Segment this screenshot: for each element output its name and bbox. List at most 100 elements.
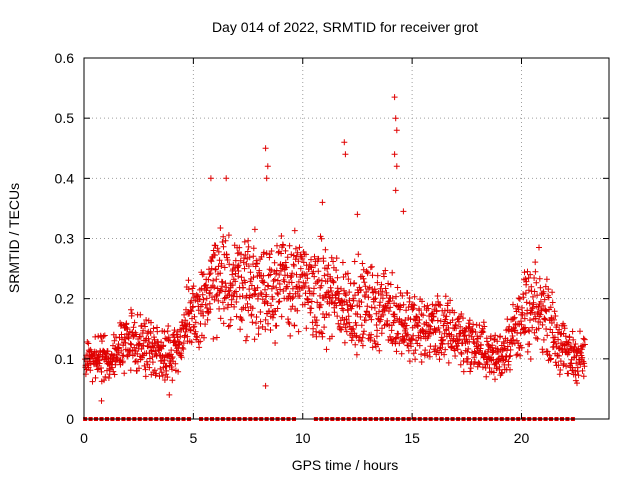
- data-point: [147, 330, 154, 337]
- data-point: [404, 290, 411, 297]
- data-point: [452, 353, 459, 359]
- data-point: [518, 344, 525, 351]
- data-point: [92, 333, 99, 340]
- data-point: [358, 299, 365, 306]
- data-point: [388, 327, 395, 334]
- data-point: [527, 271, 534, 278]
- data-point: [225, 232, 232, 239]
- data-point: [536, 275, 543, 282]
- data-point: [364, 303, 371, 310]
- data-point: [282, 259, 289, 266]
- data-point: [457, 361, 464, 368]
- data-point: [324, 265, 331, 272]
- data-point: [282, 247, 289, 254]
- data-point: [507, 352, 514, 359]
- data-point: [359, 342, 366, 349]
- data-point: [296, 244, 303, 251]
- data-point: [190, 303, 197, 310]
- data-point: [400, 301, 407, 308]
- data-point: [245, 237, 252, 244]
- data-point: [410, 350, 417, 357]
- data-point: [484, 361, 491, 368]
- data-point: [308, 264, 315, 271]
- data-point: [557, 367, 564, 373]
- data-point: [274, 242, 280, 249]
- x-tick-label: 15: [404, 430, 420, 446]
- data-point: [510, 301, 516, 308]
- data-point: [200, 312, 207, 319]
- data-point: [157, 365, 164, 372]
- data-point: [197, 338, 204, 345]
- data-point: [186, 321, 193, 328]
- data-point: [372, 340, 379, 347]
- data-point: [457, 330, 464, 337]
- data-point: [276, 281, 283, 287]
- data-point: [304, 275, 311, 282]
- data-point: [123, 324, 130, 331]
- data-point: [196, 344, 203, 351]
- data-point: [436, 356, 443, 363]
- data-point: [320, 258, 327, 265]
- data-point: [169, 366, 175, 373]
- data-point: [561, 342, 568, 349]
- data-point: [552, 359, 559, 366]
- data-point: [354, 311, 361, 318]
- data-point: [177, 333, 184, 340]
- data-point: [394, 284, 401, 291]
- data-point: [173, 331, 180, 338]
- data-point: [208, 258, 215, 265]
- data-point: [217, 315, 224, 322]
- data-point: [84, 339, 91, 345]
- data-point: [224, 257, 231, 263]
- data-point: [274, 305, 281, 312]
- data-point: [246, 254, 253, 261]
- data-point: [358, 286, 364, 293]
- data-point: [334, 313, 341, 320]
- data-point: [305, 285, 312, 291]
- data-point: [222, 237, 229, 244]
- data-point: [565, 339, 571, 346]
- data-point: [359, 260, 366, 267]
- data-point: [522, 275, 529, 282]
- data-point: [542, 307, 549, 314]
- data-point: [373, 333, 380, 340]
- data-point: [549, 289, 556, 296]
- data-point: [106, 365, 113, 372]
- data-point: [130, 324, 137, 331]
- data-point: [308, 298, 315, 305]
- data-point: [581, 363, 588, 370]
- data-point: [315, 277, 322, 283]
- data-point: [235, 268, 242, 274]
- data-point: [372, 295, 379, 302]
- data-point: [437, 302, 444, 309]
- data-point: [310, 325, 317, 332]
- data-point: [449, 317, 456, 324]
- data-point: [257, 309, 264, 315]
- data-point: [313, 317, 320, 324]
- data-point: [295, 278, 302, 285]
- data-point: [467, 365, 474, 372]
- data-point: [522, 290, 529, 296]
- data-point: [466, 317, 473, 324]
- data-point: [311, 273, 318, 280]
- data-point: [526, 341, 533, 348]
- data-point: [413, 337, 419, 344]
- data-point: [127, 340, 134, 347]
- data-point: [367, 313, 373, 320]
- data-point: [378, 291, 384, 298]
- data-point: [260, 272, 267, 279]
- data-point: [346, 319, 352, 326]
- data-point: [545, 286, 552, 293]
- data-point: [557, 358, 564, 365]
- data-point: [98, 397, 105, 404]
- data-point: [262, 382, 269, 389]
- data-point: [339, 259, 346, 266]
- data-point: [203, 295, 210, 302]
- data-point: [393, 293, 399, 300]
- data-point: [504, 343, 511, 350]
- data-point: [355, 251, 362, 258]
- data-point: [237, 326, 244, 333]
- data-point: [85, 340, 92, 347]
- data-point: [395, 330, 402, 337]
- data-point: [472, 359, 478, 365]
